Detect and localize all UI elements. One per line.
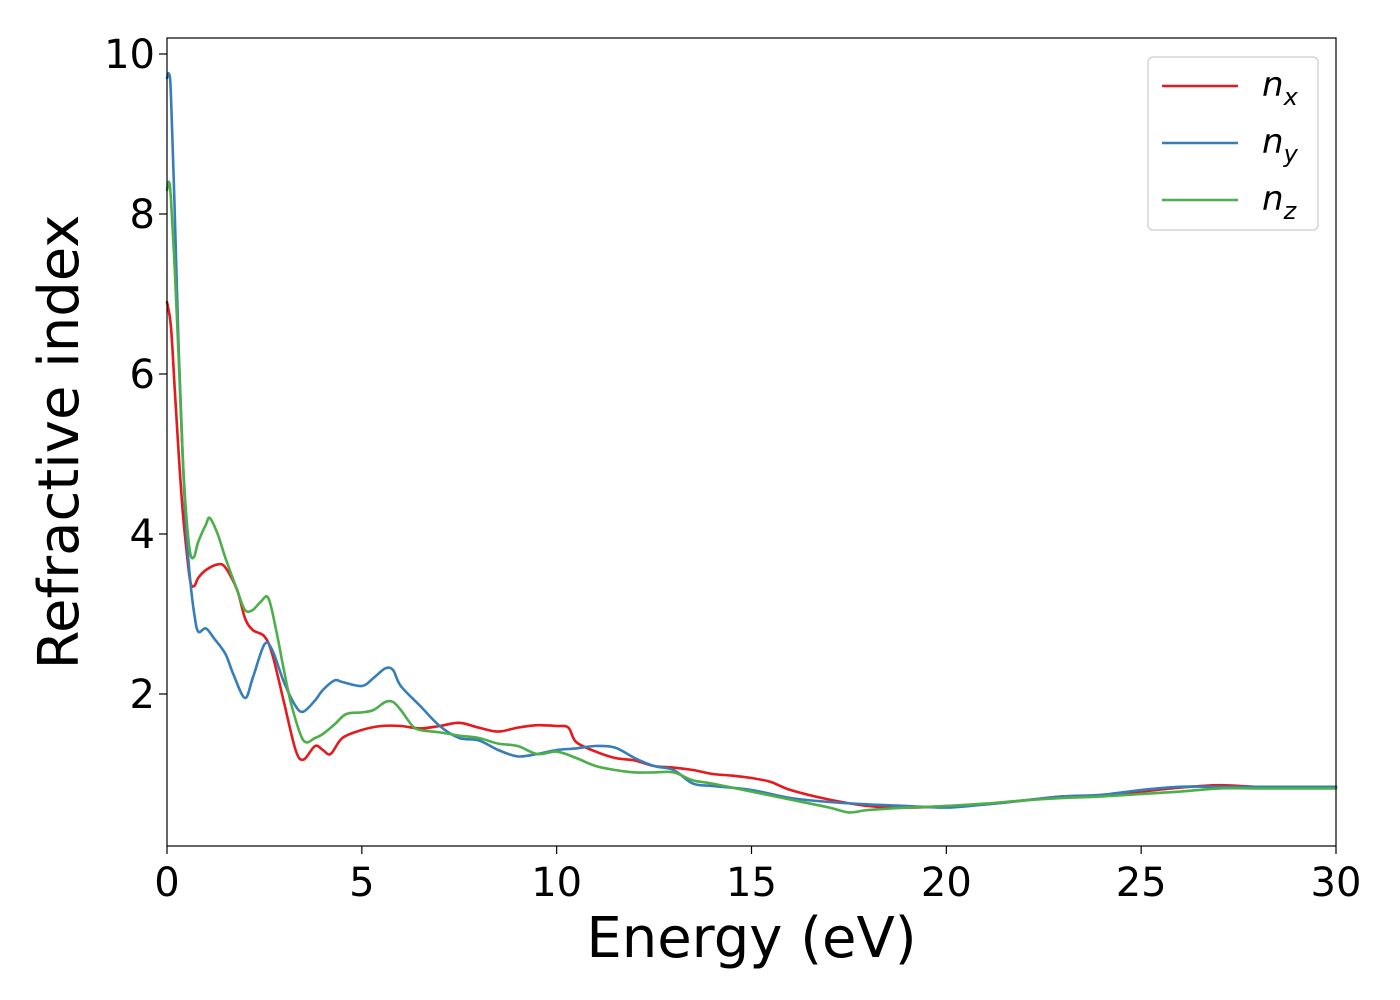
x-tick-label: 5: [349, 860, 374, 906]
y-tick-label: 6: [130, 352, 155, 398]
x-axis-title: Energy (eV): [586, 906, 916, 971]
legend-label-z: nz: [1262, 179, 1298, 225]
series-lines: [165, 72, 1338, 814]
y-tick-label: 4: [130, 512, 155, 558]
legend: nx ny nz: [1147, 56, 1319, 231]
plot-frame: [166, 37, 1337, 847]
x-tick-label: 20: [921, 860, 972, 906]
x-tick-label: 15: [726, 860, 777, 906]
x-tick-label: 10: [531, 860, 582, 906]
legend-items: nx ny nz: [1162, 65, 1299, 225]
y-axis: 2 4 6 8 10: [104, 32, 167, 718]
x-tick-label: 25: [1116, 860, 1167, 906]
y-tick-label: 2: [130, 672, 155, 718]
x-tick-label: 0: [154, 860, 179, 906]
x-axis: 0 5 10 15 20 25 30: [154, 846, 1361, 906]
legend-label-y: ny: [1262, 122, 1299, 168]
x-tick-label: 30: [1311, 860, 1362, 906]
series-line-z: [165, 180, 1338, 814]
series-line-x: [165, 300, 1338, 809]
y-tick-label: 8: [130, 192, 155, 238]
y-tick-label: 10: [104, 32, 155, 78]
y-axis-title: Refractive index: [27, 215, 92, 670]
legend-label-x: nx: [1262, 65, 1299, 111]
